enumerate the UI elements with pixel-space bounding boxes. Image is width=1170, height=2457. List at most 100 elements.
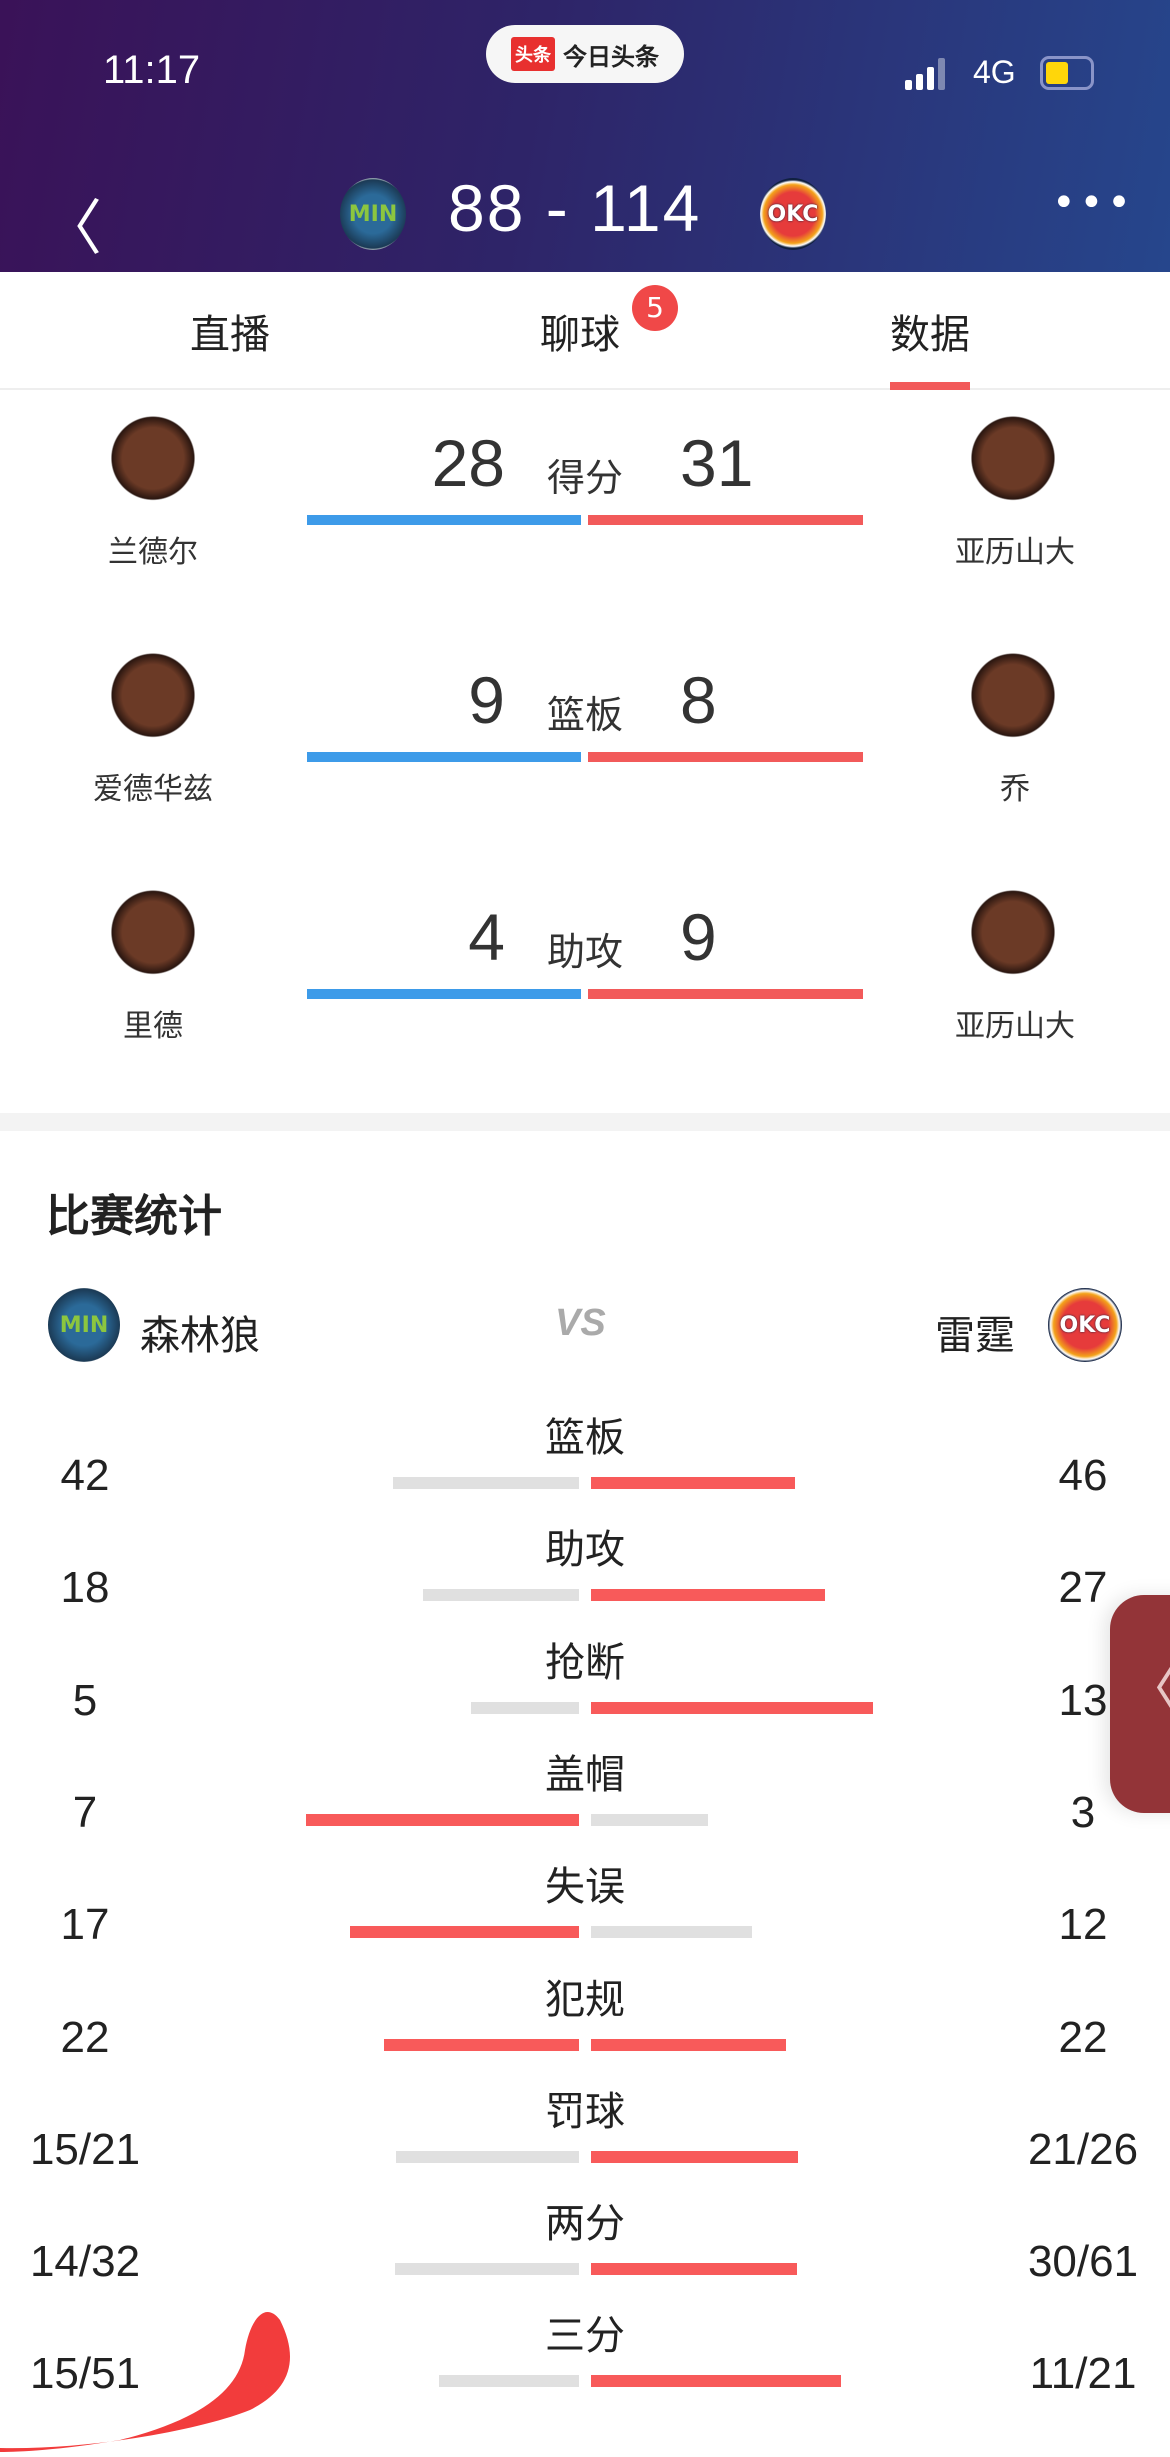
stat-label: 抢断 (545, 1639, 625, 1686)
home-stat-value: 15/21 (29, 2124, 141, 2174)
away-team-logo-small: OKC (1048, 1288, 1122, 1362)
home-leader-value: 28 (431, 426, 505, 500)
away-leader-value: 9 (680, 900, 717, 974)
home-player-name: 里德 (123, 1009, 183, 1044)
tab-bar: 直播 聊球 数据 (0, 272, 1170, 390)
away-stat-bar (591, 2263, 798, 2276)
toutiao-logo: 头条 (511, 37, 555, 71)
tab-live[interactable]: 直播 (190, 312, 270, 358)
away-player-name: 亚历山大 (955, 1009, 1075, 1044)
home-player-avatar[interactable] (110, 415, 196, 511)
stat-label: 两分 (545, 2201, 625, 2248)
chevron-left-icon: 〈 (1124, 1658, 1170, 1723)
home-stat-value: 22 (60, 2012, 110, 2062)
away-player-avatar[interactable] (970, 415, 1056, 511)
home-stat-bar (392, 1477, 579, 1489)
network-type: 4G (973, 54, 1016, 90)
chat-badge: 5 (632, 285, 678, 331)
away-stat-value: 46 (1058, 1451, 1108, 1500)
leader-row: 爱德华兹 9 篮板 8 乔 (0, 652, 1170, 882)
away-stat-bar (591, 2150, 799, 2163)
away-stat-value: 27 (1058, 1563, 1108, 1613)
stat-label: 盖帽 (545, 1751, 625, 1798)
home-stat-bar (396, 2150, 579, 2163)
stat-label: 三分 (545, 2313, 625, 2360)
stat-row: 两分 14/32 30/61 (0, 2191, 1170, 2303)
home-stat-bar (350, 1926, 579, 1939)
away-stat-bar (591, 1813, 708, 1826)
away-stat-value: 3 (1070, 1787, 1096, 1837)
app-pill-name: 今日头条 (563, 42, 659, 71)
app-pill[interactable]: 头条 今日头条 (486, 25, 684, 83)
stat-label: 助攻 (545, 1527, 625, 1574)
home-stat-value: 17 (60, 1900, 110, 1950)
home-stat-value: 15/51 (29, 2349, 141, 2399)
home-stat-bar (423, 1589, 579, 1602)
tab-chat[interactable]: 聊球 (540, 312, 620, 358)
away-stat-bar (591, 2375, 841, 2388)
home-player-avatar[interactable] (110, 889, 196, 985)
leader-category: 助攻 (546, 930, 623, 974)
side-panel-button[interactable]: 〈 (1110, 1595, 1170, 1813)
leader-category: 得分 (546, 456, 623, 500)
home-stat-value: 18 (60, 1563, 110, 1613)
away-team-logo[interactable]: OKC (760, 178, 826, 250)
away-stat-value: 12 (1058, 1900, 1108, 1950)
away-player-name: 乔 (1000, 772, 1030, 807)
home-stat-value: 7 (72, 1787, 98, 1837)
section-title: 比赛统计 (46, 1191, 222, 1242)
leader-row: 里德 4 助攻 9 亚历山大 (0, 889, 1170, 1119)
away-player-avatar[interactable] (970, 652, 1056, 748)
stat-label: 罚球 (545, 2088, 625, 2135)
stat-row: 篮板 42 46 (0, 1405, 1170, 1517)
stat-row: 失误 17 12 (0, 1854, 1170, 1966)
leader-category: 篮板 (546, 693, 623, 737)
status-time: 11:17 (103, 48, 201, 92)
home-leader-bar (307, 752, 581, 762)
away-player-avatar[interactable] (970, 889, 1056, 985)
home-team-logo[interactable]: MIN (340, 178, 406, 250)
red-scribble-annotation (0, 2311, 290, 2452)
more-icon[interactable]: ••• (1052, 180, 1135, 226)
tab-data[interactable]: 数据 (890, 302, 970, 390)
home-player-name: 爱德华兹 (93, 772, 213, 807)
stat-row: 犯规 22 22 (0, 1967, 1170, 2079)
home-player-avatar[interactable] (110, 652, 196, 748)
away-stat-bar (591, 1926, 753, 1939)
stat-row: 抢断 5 13 (0, 1630, 1170, 1742)
home-player-name: 兰德尔 (108, 535, 198, 570)
away-stat-value: 21/26 (1027, 2124, 1139, 2174)
battery-icon (1040, 56, 1094, 90)
away-stat-value: 30/61 (1027, 2237, 1139, 2287)
stat-row: 助攻 18 27 (0, 1517, 1170, 1629)
away-leader-value: 8 (680, 663, 717, 737)
home-stat-value: 14/32 (29, 2237, 141, 2287)
score: 88 - 114 (448, 171, 702, 245)
back-button[interactable]: 〈 (42, 194, 102, 264)
away-leader-value: 31 (680, 426, 754, 500)
stat-label: 篮板 (545, 1415, 625, 1461)
home-stat-bar (470, 1701, 579, 1714)
away-team-name: 雷霆 (935, 1313, 1015, 1359)
home-stat-value: 5 (72, 1675, 98, 1725)
stat-row: 三分 15/51 11/21 (0, 2303, 1170, 2415)
leader-row: 兰德尔 28 得分 31 亚历山大 (0, 415, 1170, 645)
home-stat-bar (438, 2375, 579, 2388)
stat-row: 盖帽 7 3 (0, 1742, 1170, 1854)
away-stat-bar (591, 2038, 786, 2051)
home-stat-bar (395, 2263, 579, 2276)
home-leader-value: 9 (468, 663, 505, 737)
away-leader-bar (588, 515, 863, 525)
section-divider (0, 1113, 1170, 1131)
away-leader-bar (588, 989, 863, 999)
away-stat-bar (591, 1589, 825, 1602)
stat-label: 失误 (545, 1864, 625, 1911)
away-stat-value: 22 (1058, 2012, 1108, 2062)
home-team-name: 森林狼 (140, 1313, 260, 1359)
home-leader-value: 4 (468, 900, 505, 974)
home-stat-bar (384, 2038, 579, 2051)
home-stat-value: 42 (60, 1451, 110, 1500)
away-stat-value: 13 (1058, 1675, 1108, 1725)
away-leader-bar (588, 752, 863, 762)
vs-label: VS (555, 1302, 606, 1344)
